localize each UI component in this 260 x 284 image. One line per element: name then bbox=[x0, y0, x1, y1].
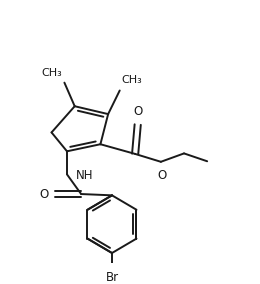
Text: O: O bbox=[133, 105, 142, 118]
Text: CH₃: CH₃ bbox=[122, 75, 142, 85]
Text: NH: NH bbox=[76, 169, 94, 182]
Text: Br: Br bbox=[106, 271, 119, 284]
Text: O: O bbox=[157, 169, 166, 182]
Text: CH₃: CH₃ bbox=[41, 68, 62, 78]
Text: O: O bbox=[40, 187, 49, 201]
